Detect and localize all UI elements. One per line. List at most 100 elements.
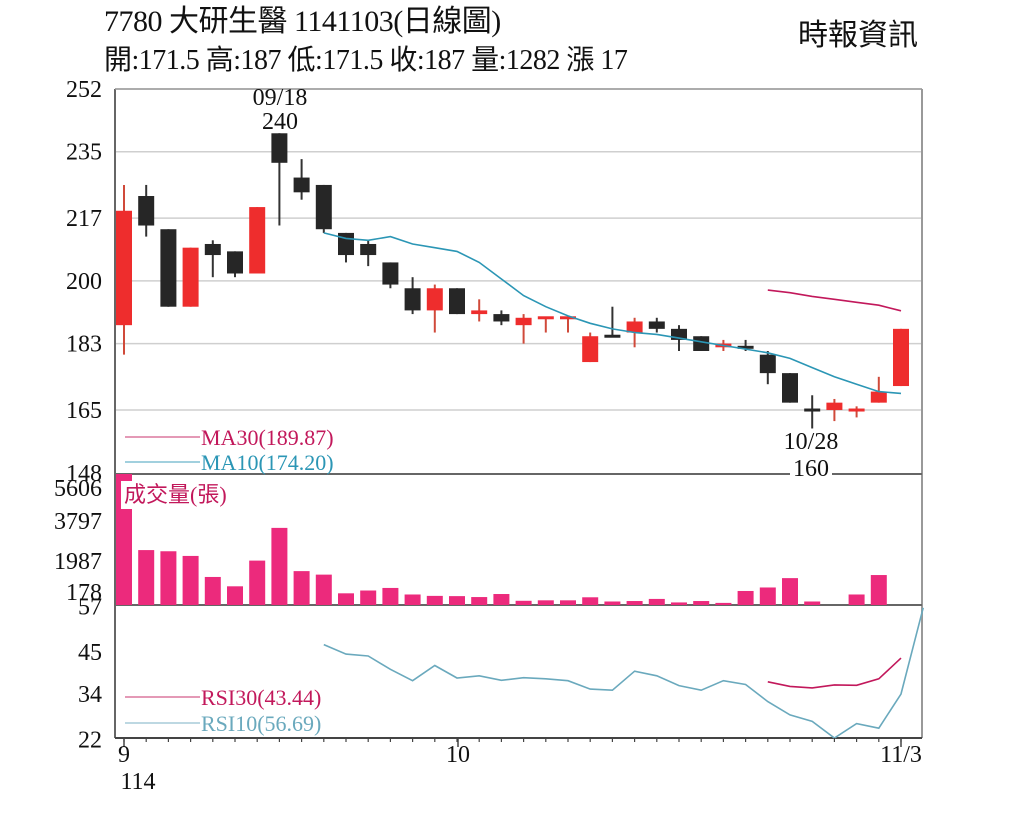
volume-bar	[471, 597, 488, 605]
candle	[315, 184, 332, 233]
price-tick-label: 148	[66, 461, 102, 487]
candle	[249, 207, 266, 274]
rsi-tick-label: 57	[78, 595, 102, 621]
price-gridlines	[115, 88, 922, 411]
source-label: 時報資訊	[798, 19, 918, 52]
volume-bar	[404, 594, 421, 605]
legends: MA30(189.87)MA10(174.20) RSI30(43.44)RSI1…	[125, 425, 334, 736]
ma30-line	[767, 289, 902, 312]
volume-bar	[782, 578, 798, 605]
candle	[560, 316, 576, 333]
volume-bar	[426, 595, 443, 605]
year-label: 114	[120, 769, 155, 795]
candle	[360, 240, 377, 267]
price-tick-label: 165	[66, 398, 102, 424]
candle	[582, 332, 599, 363]
volume-tick-label: 3797	[54, 509, 102, 535]
ohlc-summary: 開:171.5 高:187 低:171.5 收:187 量:1282 漲 17	[104, 45, 628, 76]
volume-bar	[449, 596, 465, 605]
price-tick-label: 183	[66, 332, 102, 358]
candle	[693, 336, 710, 351]
svg-text:240: 240	[262, 109, 298, 135]
candle	[648, 317, 665, 333]
price-tick-label: 200	[66, 269, 102, 295]
volume-bar	[804, 601, 821, 605]
volume-bar	[360, 590, 377, 605]
volume-bar	[493, 594, 510, 605]
rsi-tick-label: 45	[78, 640, 102, 666]
candle	[382, 262, 399, 289]
candle	[782, 373, 798, 403]
candle	[227, 251, 243, 278]
volume-bar	[715, 602, 732, 605]
rsi-tick-label: 34	[78, 682, 102, 708]
candle	[848, 406, 865, 418]
volume-bar	[382, 587, 399, 605]
volume-tick-label: 5606	[54, 476, 102, 502]
candle	[826, 398, 843, 422]
chart-frame	[114, 88, 923, 739]
volume-bar	[604, 601, 621, 605]
rsi10-line	[323, 607, 924, 739]
candle	[515, 314, 532, 344]
candlestick-series	[116, 133, 909, 429]
legend-ma10: MA10(174.20)	[201, 450, 334, 475]
rsi30-line	[767, 657, 902, 689]
volume-bar	[227, 586, 243, 605]
volume-bars: 成交量(張)	[116, 474, 887, 605]
volume-bar	[249, 560, 266, 605]
volume-tick-label: 178	[66, 580, 102, 606]
volume-bar	[737, 590, 754, 605]
candle	[138, 184, 155, 237]
volume-bar	[537, 600, 554, 605]
legend-ma30: MA30(189.87)	[201, 425, 334, 450]
moving-average-lines	[323, 232, 902, 395]
candle	[160, 229, 177, 307]
volume-bar	[671, 602, 687, 605]
candle	[604, 306, 621, 338]
candle	[182, 247, 199, 307]
volume-bar	[338, 593, 354, 605]
chart-title: 7780 大研生醫 1141103(日線圖)	[104, 5, 501, 38]
legend-rsi30: RSI30(43.44)	[201, 685, 321, 710]
legend-rsi10: RSI10(56.69)	[201, 711, 321, 736]
volume-bar	[759, 587, 776, 605]
x-tick-label: 11/3	[880, 742, 922, 768]
volume-bar	[182, 555, 199, 605]
volume-bar	[582, 597, 599, 605]
volume-bar	[204, 576, 221, 605]
volume-bar	[138, 550, 155, 605]
candle	[426, 284, 443, 333]
candle	[804, 395, 821, 429]
candle	[293, 159, 310, 200]
x-tick-label: 9	[118, 742, 130, 768]
candle	[404, 277, 421, 315]
volume-label: 成交量(張)	[124, 482, 227, 507]
volume-bar	[515, 600, 532, 605]
volume-bar	[626, 601, 643, 605]
rsi-lines	[323, 607, 924, 739]
candle	[870, 376, 887, 403]
volume-bar	[870, 575, 887, 605]
candle	[449, 288, 465, 315]
volume-tick-label: 1987	[54, 549, 102, 575]
volume-bar	[271, 527, 288, 605]
volume-bar	[160, 551, 177, 605]
svg-text:160: 160	[793, 456, 829, 482]
candle	[271, 133, 288, 226]
candle	[204, 240, 221, 278]
svg-text:09/18: 09/18	[253, 85, 308, 111]
rsi-tick-label: 22	[78, 728, 102, 754]
volume-bar	[315, 574, 332, 605]
ma10-line	[323, 232, 902, 395]
candle	[471, 299, 488, 322]
candle	[537, 316, 554, 333]
volume-bar	[693, 601, 710, 605]
candle	[116, 184, 132, 355]
candle	[759, 350, 776, 385]
price-tick-label: 235	[66, 140, 102, 166]
candle	[893, 328, 909, 387]
